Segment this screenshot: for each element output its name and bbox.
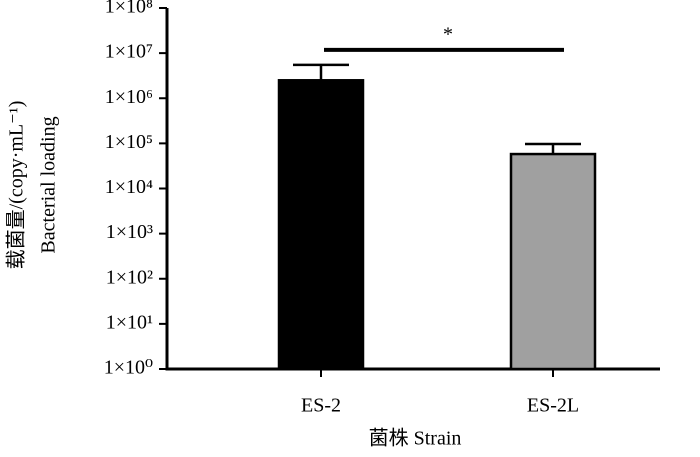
bar [509, 152, 597, 371]
y-tick-label: 1×10⁴ [105, 176, 153, 198]
y-axis-label: Bacterial loading [38, 116, 60, 253]
y-tick-label: 1×10² [106, 266, 153, 288]
y-label-group: 载菌量/(copy·mL⁻¹) [5, 101, 28, 270]
x-axis-label: 菌株 Strain [369, 427, 462, 450]
x-tick-label: ES-2 [301, 395, 341, 417]
y-tick-label: 1×10⁰ [104, 357, 153, 379]
y-tick-label: 1×10⁸ [105, 0, 153, 18]
bar [277, 79, 365, 371]
y-axis-label: 载菌量/(copy·mL⁻¹) [5, 101, 28, 270]
y-tick-label: 1×10⁶ [105, 86, 153, 108]
y-label-group: Bacterial loading [38, 116, 60, 253]
significance-label: * [443, 23, 453, 45]
y-tick-label: 1×10³ [106, 221, 153, 243]
x-tick-label: ES-2L [527, 395, 579, 417]
y-tick-label: 1×10⁷ [105, 41, 153, 63]
y-tick-label: 1×10⁵ [105, 131, 153, 153]
y-tick-label: 1×10¹ [106, 311, 153, 333]
